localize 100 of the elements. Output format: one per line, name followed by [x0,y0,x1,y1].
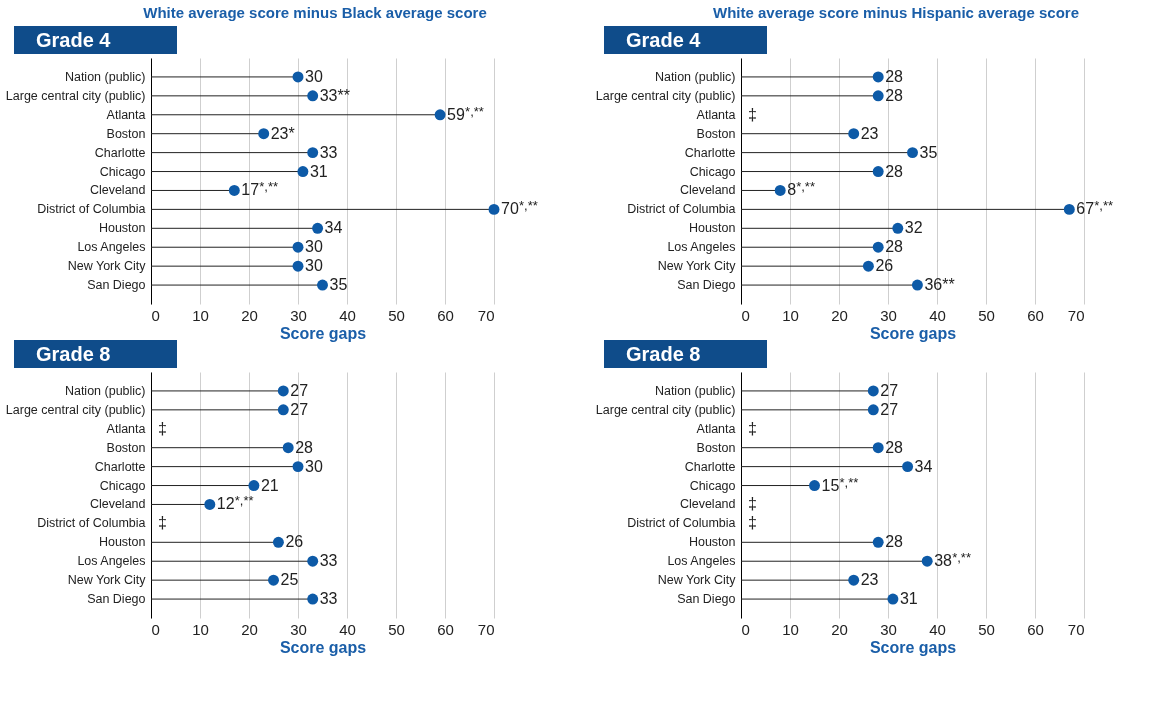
text: ‡ [748,495,757,513]
chart-subtitle: Grade 4 [14,26,177,54]
y-tick-label: San Diego [677,278,736,293]
y-tick-label: Nation (public) [64,69,146,84]
point [1063,203,1075,215]
x-tick-label: 60 [1027,306,1044,324]
point [317,279,328,291]
x-tick-label: 20 [831,306,848,324]
y-tick-label: Houston [98,221,146,236]
x-tick-label: 60 [437,306,454,324]
y-tick-label: Cleveland [679,497,736,512]
y-tick-label: Cleveland [89,497,146,512]
chart-subtitle: Grade 8 [14,340,177,368]
y-tick-label: Atlanta [106,107,146,122]
x-tick-label: 40 [339,620,356,638]
y-tick-label: San Diego [677,592,736,607]
y-tick-label: San Diego [87,278,146,293]
y-tick-label: Atlanta [696,421,736,436]
y-tick-label: Cleveland [89,183,146,198]
data-label: 21 [260,476,279,494]
y-tick-label: Atlanta [106,421,146,436]
data-label: 25 [280,571,299,589]
point [292,461,304,473]
y-tick-label: Boston [106,126,146,141]
x-tick-label: 70 [1067,620,1085,638]
point [872,536,884,548]
y-tick-label: Nation (public) [654,69,736,84]
x-tick-label: 10 [782,306,799,324]
x-tick-label: 50 [978,620,995,638]
text: 38*,** [934,550,971,570]
y-tick-label: Large central city (public) [595,402,736,417]
point [307,147,319,159]
data-label: 30 [305,257,323,275]
x-tick-label: 60 [437,620,454,638]
point [292,241,304,253]
data-label: 27 [880,381,899,399]
point [872,71,884,83]
point [872,90,884,102]
point [204,499,216,510]
y-tick-label: Charlotte [684,459,736,474]
x-tick-label: 30 [880,620,897,638]
y-tick-label: Houston [688,221,736,236]
x-axis-title: Score gaps [869,638,957,656]
data-label: 36** [924,276,955,294]
y-tick-label: Large central city (public) [5,402,146,417]
data-label: 28 [885,533,904,551]
y-tick-label: District of Columbia [37,516,146,531]
data-label: 30 [305,238,323,256]
x-tick-label: 40 [339,306,356,324]
point [907,147,918,159]
data-label: 26 [285,533,304,551]
point [872,241,884,253]
data-label: 28 [885,67,904,85]
y-tick-label: Los Angeles [667,554,736,569]
point [902,461,914,473]
text: 70*,** [501,198,538,218]
point [872,166,884,177]
y-tick-label: Chicago [99,478,146,493]
point [277,385,289,397]
x-tick-label: 0 [741,620,750,638]
text: 12*,** [216,493,254,513]
y-tick-label: Nation (public) [64,383,146,398]
point [434,109,446,121]
text: 59*,** [447,103,484,123]
point [848,574,860,586]
x-tick-label: 40 [929,620,946,638]
point [809,480,820,491]
y-tick-label: Chicago [689,478,736,493]
x-tick-label: 10 [192,306,209,324]
point [312,222,324,234]
x-tick-label: 50 [978,306,995,324]
point [307,90,319,102]
point [282,442,294,454]
y-tick-label: Large central city (public) [595,88,736,103]
x-tick-label: 0 [151,306,160,324]
y-tick-label: New York City [657,259,737,274]
y-tick-label: Cleveland [679,183,736,198]
point [228,185,240,196]
y-tick-label: Nation (public) [654,383,736,398]
text: ‡ [748,419,757,437]
data-label: 33 [319,552,338,570]
data-label: 33 [319,590,338,608]
x-tick-label: 60 [1027,620,1044,638]
data-label: 35 [919,143,938,161]
x-tick-label: 20 [241,620,258,638]
x-tick-label: 30 [290,620,307,638]
point [307,555,319,567]
data-label: 34 [324,219,343,237]
point [248,480,260,491]
point [277,404,289,416]
data-label: 23 [860,124,879,142]
point [862,260,874,272]
text: 67*,** [1076,198,1114,218]
y-tick-label: Los Angeles [667,240,736,255]
point [911,279,923,291]
data-label: 32 [904,219,923,237]
data-label: 35 [329,276,348,294]
text: 8*,** [787,179,815,199]
data-label: 33** [319,86,350,104]
x-tick-label: 0 [151,620,160,638]
